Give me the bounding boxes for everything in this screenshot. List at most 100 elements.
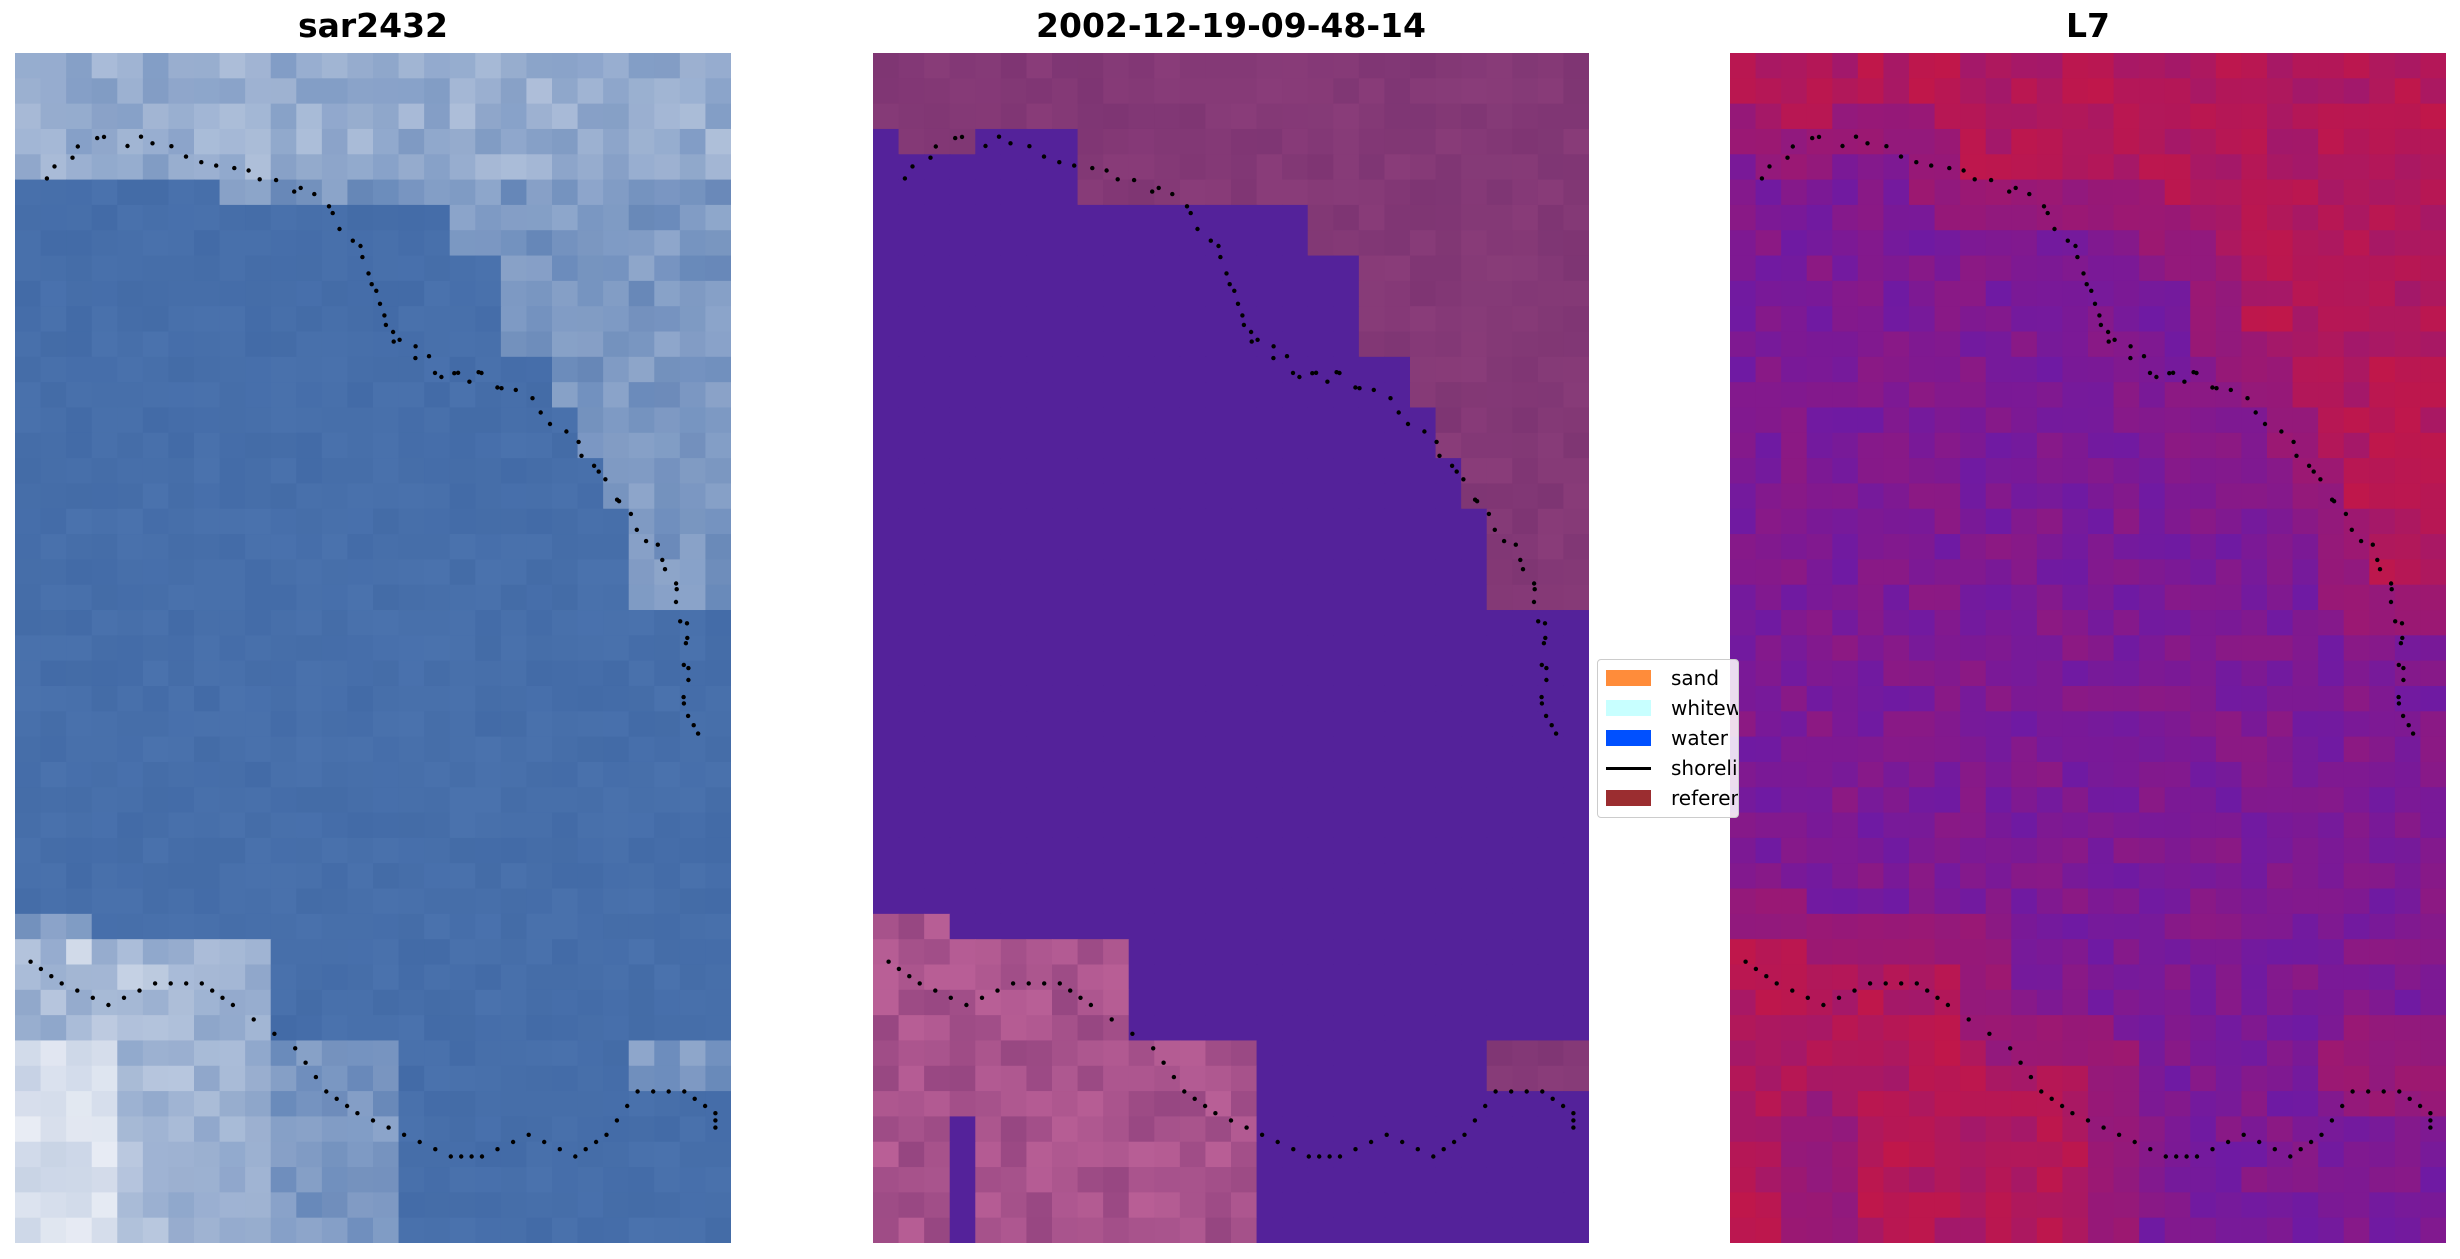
image-pixel (245, 356, 272, 383)
image-pixel (194, 483, 221, 510)
image-pixel (2011, 736, 2038, 763)
image-pixel (1333, 1217, 1360, 1243)
image-pixel (91, 103, 118, 130)
image-pixel (296, 1015, 323, 1042)
image-pixel (1806, 154, 1833, 181)
image-pixel (679, 888, 707, 915)
image-pixel (1512, 534, 1539, 560)
image-pixel (2420, 1091, 2446, 1118)
image-pixel (1000, 128, 1028, 155)
image-pixel (679, 407, 707, 434)
image-pixel (347, 407, 374, 434)
image-pixel (705, 255, 731, 282)
image-pixel (1909, 78, 1936, 105)
image-pixel (924, 1116, 951, 1143)
image-pixel (117, 534, 144, 560)
image-pixel (1205, 154, 1232, 181)
image-pixel (2343, 1091, 2370, 1118)
image-pixel (654, 306, 681, 333)
image-pixel (705, 154, 731, 181)
image-pixel (603, 989, 630, 1016)
image-pixel (1806, 1167, 1833, 1193)
image-pixel (449, 736, 476, 763)
image-pixel (924, 635, 951, 662)
image-pixel (1077, 432, 1104, 459)
image-pixel (577, 964, 604, 991)
image-pixel (1934, 331, 1961, 358)
image-pixel (2011, 1167, 2038, 1193)
image-pixel (1537, 356, 1565, 383)
image-pixel (1179, 230, 1207, 257)
image-pixel (91, 432, 118, 459)
image-pixel (15, 1217, 42, 1243)
image-pixel (2318, 154, 2345, 181)
image-pixel (168, 204, 195, 231)
image-pixel (1512, 458, 1539, 485)
image-pixel (475, 964, 502, 991)
image-pixel (15, 432, 42, 459)
image-pixel (2292, 964, 2319, 991)
image-pixel (1154, 179, 1181, 206)
image-pixel (654, 1040, 681, 1067)
image-pixel (373, 230, 400, 257)
image-pixel (1563, 331, 1589, 358)
image-pixel (1307, 1167, 1334, 1193)
image-pixel (898, 407, 925, 434)
image-pixel (1000, 280, 1028, 307)
shoreline-point (1836, 995, 1842, 1000)
image-pixel (628, 280, 655, 307)
image-pixel (1730, 204, 1757, 231)
image-pixel (2241, 179, 2268, 206)
image-pixel (2139, 103, 2166, 130)
shoreline-point (713, 1111, 718, 1116)
image-pixel (1781, 356, 1808, 383)
shoreline-point (583, 1147, 588, 1152)
image-pixel (1205, 888, 1232, 915)
image-pixel (1857, 204, 1885, 231)
image-pixel (2369, 1167, 2396, 1193)
image-pixel (1883, 1116, 1910, 1143)
shoreline-point (439, 374, 444, 380)
image-pixel (2343, 331, 2370, 358)
image-pixel (270, 306, 297, 333)
image-pixel (117, 255, 144, 282)
image-pixel (1256, 863, 1283, 890)
image-pixel (1537, 204, 1565, 231)
image-pixel (1960, 939, 1987, 966)
shoreline-point (1353, 1147, 1358, 1152)
image-pixel (898, 635, 925, 662)
image-pixel (1256, 559, 1283, 586)
image-pixel (1985, 128, 2012, 155)
image-pixel (552, 78, 579, 105)
image-pixel (500, 407, 528, 434)
image-pixel (1857, 685, 1885, 712)
image-pixel (1781, 989, 1808, 1016)
shoreline-point (246, 168, 251, 173)
shoreline-point (928, 155, 933, 160)
image-pixel (975, 1091, 1002, 1118)
image-pixel (449, 1040, 476, 1067)
image-pixel (1103, 685, 1130, 712)
image-pixel (1934, 508, 1961, 535)
image-pixel (219, 356, 246, 383)
image-pixel (924, 1015, 951, 1042)
image-pixel (577, 78, 604, 105)
image-pixel (1461, 230, 1488, 257)
image-pixel (2343, 736, 2370, 763)
image-pixel (66, 356, 93, 383)
image-pixel (1909, 230, 1936, 257)
image-pixel (1435, 711, 1462, 738)
image-pixel (1461, 888, 1488, 915)
image-pixel (1128, 204, 1155, 231)
image-pixel (1358, 989, 1386, 1016)
image-pixel (1781, 1116, 1808, 1143)
image-pixel (1205, 78, 1232, 105)
image-pixel (1410, 255, 1437, 282)
image-pixel (2190, 458, 2217, 485)
image-pixel (296, 128, 323, 155)
image-pixel (2036, 306, 2064, 333)
image-pixel (898, 989, 925, 1016)
image-pixel (1909, 1192, 1936, 1219)
image-pixel (924, 685, 951, 712)
image-pixel (705, 913, 731, 940)
